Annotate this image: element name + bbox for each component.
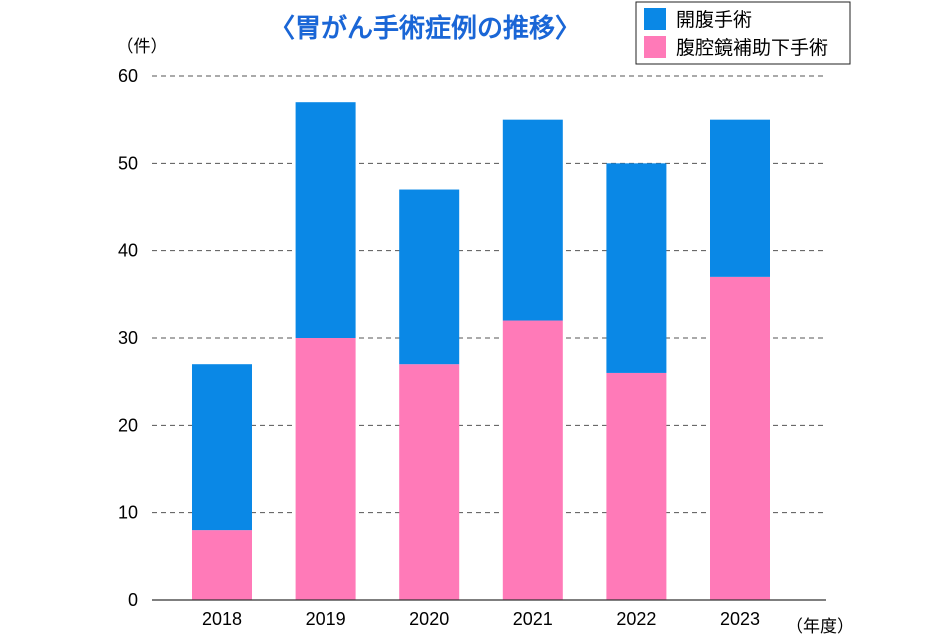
bar-segment-2020-series-0 <box>399 364 460 600</box>
y-tick-label: 0 <box>128 590 138 610</box>
bar-segment-2019-series-0 <box>295 338 356 600</box>
bar-segment-2022-series-0 <box>606 372 667 600</box>
bars-layer <box>192 102 770 600</box>
x-axis-unit-label: （年度） <box>786 617 854 637</box>
bar-segment-2020-series-1 <box>399 189 460 365</box>
x-tick-label: 2020 <box>409 609 449 629</box>
axis-layer: 0 10 20 30 40 50 60 2018 2019 2020 2021 2022 2023 <box>118 66 826 629</box>
legend-swatch <box>644 8 666 30</box>
bar-segment-2019-series-1 <box>295 102 356 338</box>
x-tick-label: 2018 <box>202 609 242 629</box>
legend-box <box>635 1 851 65</box>
bar-segment-2018-series-1 <box>192 364 252 531</box>
x-tick-label: 2021 <box>513 609 553 629</box>
y-tick-label: 50 <box>118 153 138 173</box>
legend-swatch <box>644 36 666 58</box>
y-axis-unit-label: （件） <box>117 37 168 57</box>
bar-segment-2021-series-0 <box>502 320 563 600</box>
x-tick-label: 2022 <box>616 609 656 629</box>
bar-segment-2022-series-1 <box>606 163 667 373</box>
bar-segment-2023-series-1 <box>710 119 770 277</box>
x-tick-label: 2023 <box>720 609 760 629</box>
y-tick-label: 10 <box>118 503 138 523</box>
x-tick-label: 2019 <box>306 609 346 629</box>
legend-label: 腹腔鏡補助下手術 <box>676 37 828 59</box>
y-tick-label: 30 <box>118 328 138 348</box>
chart-title: 〈胃がん手術症例の推移〉 <box>269 13 581 44</box>
bar-segment-2023-series-0 <box>710 276 770 600</box>
y-tick-label: 20 <box>118 415 138 435</box>
bar-segment-2018-series-0 <box>192 530 252 600</box>
bar-segment-2021-series-1 <box>502 119 563 321</box>
y-tick-label: 40 <box>118 241 138 261</box>
legend-label: 開腹手術 <box>676 9 752 31</box>
y-tick-label: 60 <box>118 66 138 86</box>
